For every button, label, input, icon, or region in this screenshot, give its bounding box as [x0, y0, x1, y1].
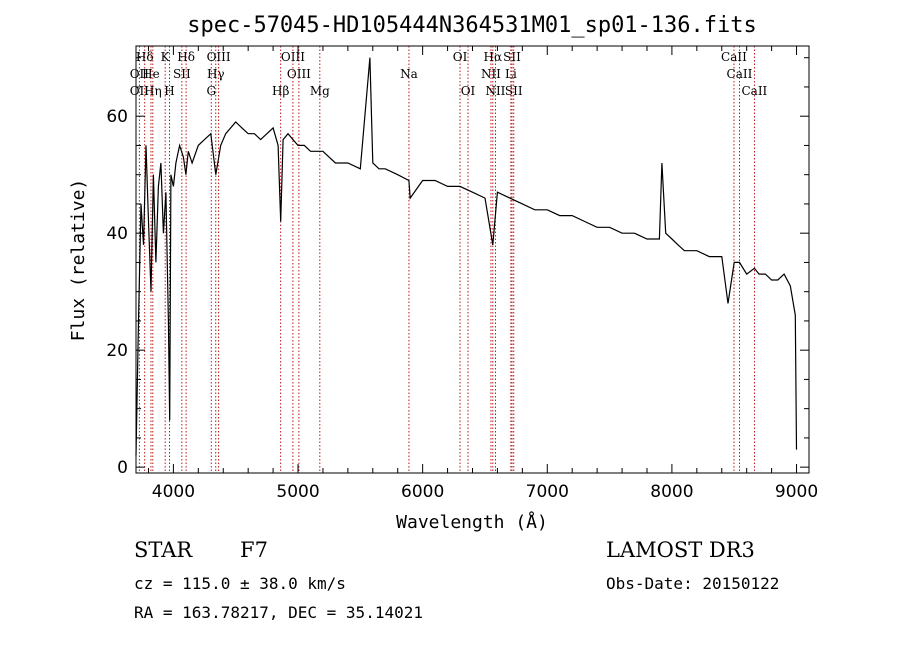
line-label: Li	[505, 67, 517, 81]
line-label: He	[142, 67, 160, 81]
line-label: SII	[173, 67, 191, 81]
line-label: OII	[130, 84, 150, 98]
line-label: G	[206, 84, 216, 98]
line-label: Mg	[310, 84, 330, 98]
flux-series-line	[135, 57, 798, 456]
object-subclass: F7	[240, 538, 268, 562]
y-axis-label: Flux (relative)	[68, 179, 89, 342]
line-label: CaII	[741, 84, 767, 98]
line-label: Hδ	[177, 50, 195, 64]
spectral-line-markers	[138, 46, 755, 473]
chart-title: spec-57045-HD105444N364531M01_sp01-136.f…	[187, 13, 757, 38]
line-label: Hδ	[136, 50, 154, 64]
line-label: Hγ	[207, 67, 225, 81]
line-label: NII	[485, 84, 505, 98]
line-label: NII	[481, 67, 501, 81]
line-label: H	[164, 84, 174, 98]
line-label: SII	[503, 50, 521, 64]
line-label: OI	[461, 84, 476, 98]
x-tick-label: 8000	[650, 482, 693, 502]
x-axis: 4000 5000 6000 7000 8000 9000	[147, 46, 818, 502]
x-tick-label: 6000	[401, 482, 444, 502]
x-axis-label: Wavelength (Å)	[396, 511, 548, 533]
y-tick-label: 60	[106, 107, 128, 127]
line-label: K	[161, 50, 171, 64]
object-class: STAR	[134, 538, 193, 562]
y-tick-label: 0	[117, 458, 128, 478]
line-label: CaII	[721, 50, 747, 64]
line-label: CaII	[727, 67, 753, 81]
line-label: Hα	[484, 50, 503, 64]
line-label: OII	[130, 67, 150, 81]
redshift-readout: cz = 115.0 ± 38.0 km/s	[134, 574, 346, 593]
obs-date: Obs-Date: 20150122	[606, 574, 780, 593]
coordinates-readout: RA = 163.78217, DEC = 35.14021	[134, 603, 423, 622]
x-tick-label: 4000	[152, 482, 195, 502]
line-label: Na	[400, 67, 418, 81]
y-tick-label: 40	[106, 224, 128, 244]
survey-name: LAMOST DR3	[606, 538, 755, 562]
x-tick-label: 7000	[526, 482, 569, 502]
line-label: OI	[453, 50, 468, 64]
x-tick-label: 9000	[775, 482, 818, 502]
line-label: Hη	[144, 84, 162, 98]
y-axis: 0 20 40 60	[106, 57, 809, 478]
line-label: SII	[505, 84, 523, 98]
x-tick-label: 5000	[276, 482, 319, 502]
line-label: OIII	[281, 50, 305, 64]
line-label: OIII	[287, 67, 311, 81]
plot-frame	[135, 45, 810, 474]
y-tick-label: 20	[106, 341, 128, 361]
line-label: OIII	[207, 50, 231, 64]
line-label: Hβ	[272, 84, 289, 98]
